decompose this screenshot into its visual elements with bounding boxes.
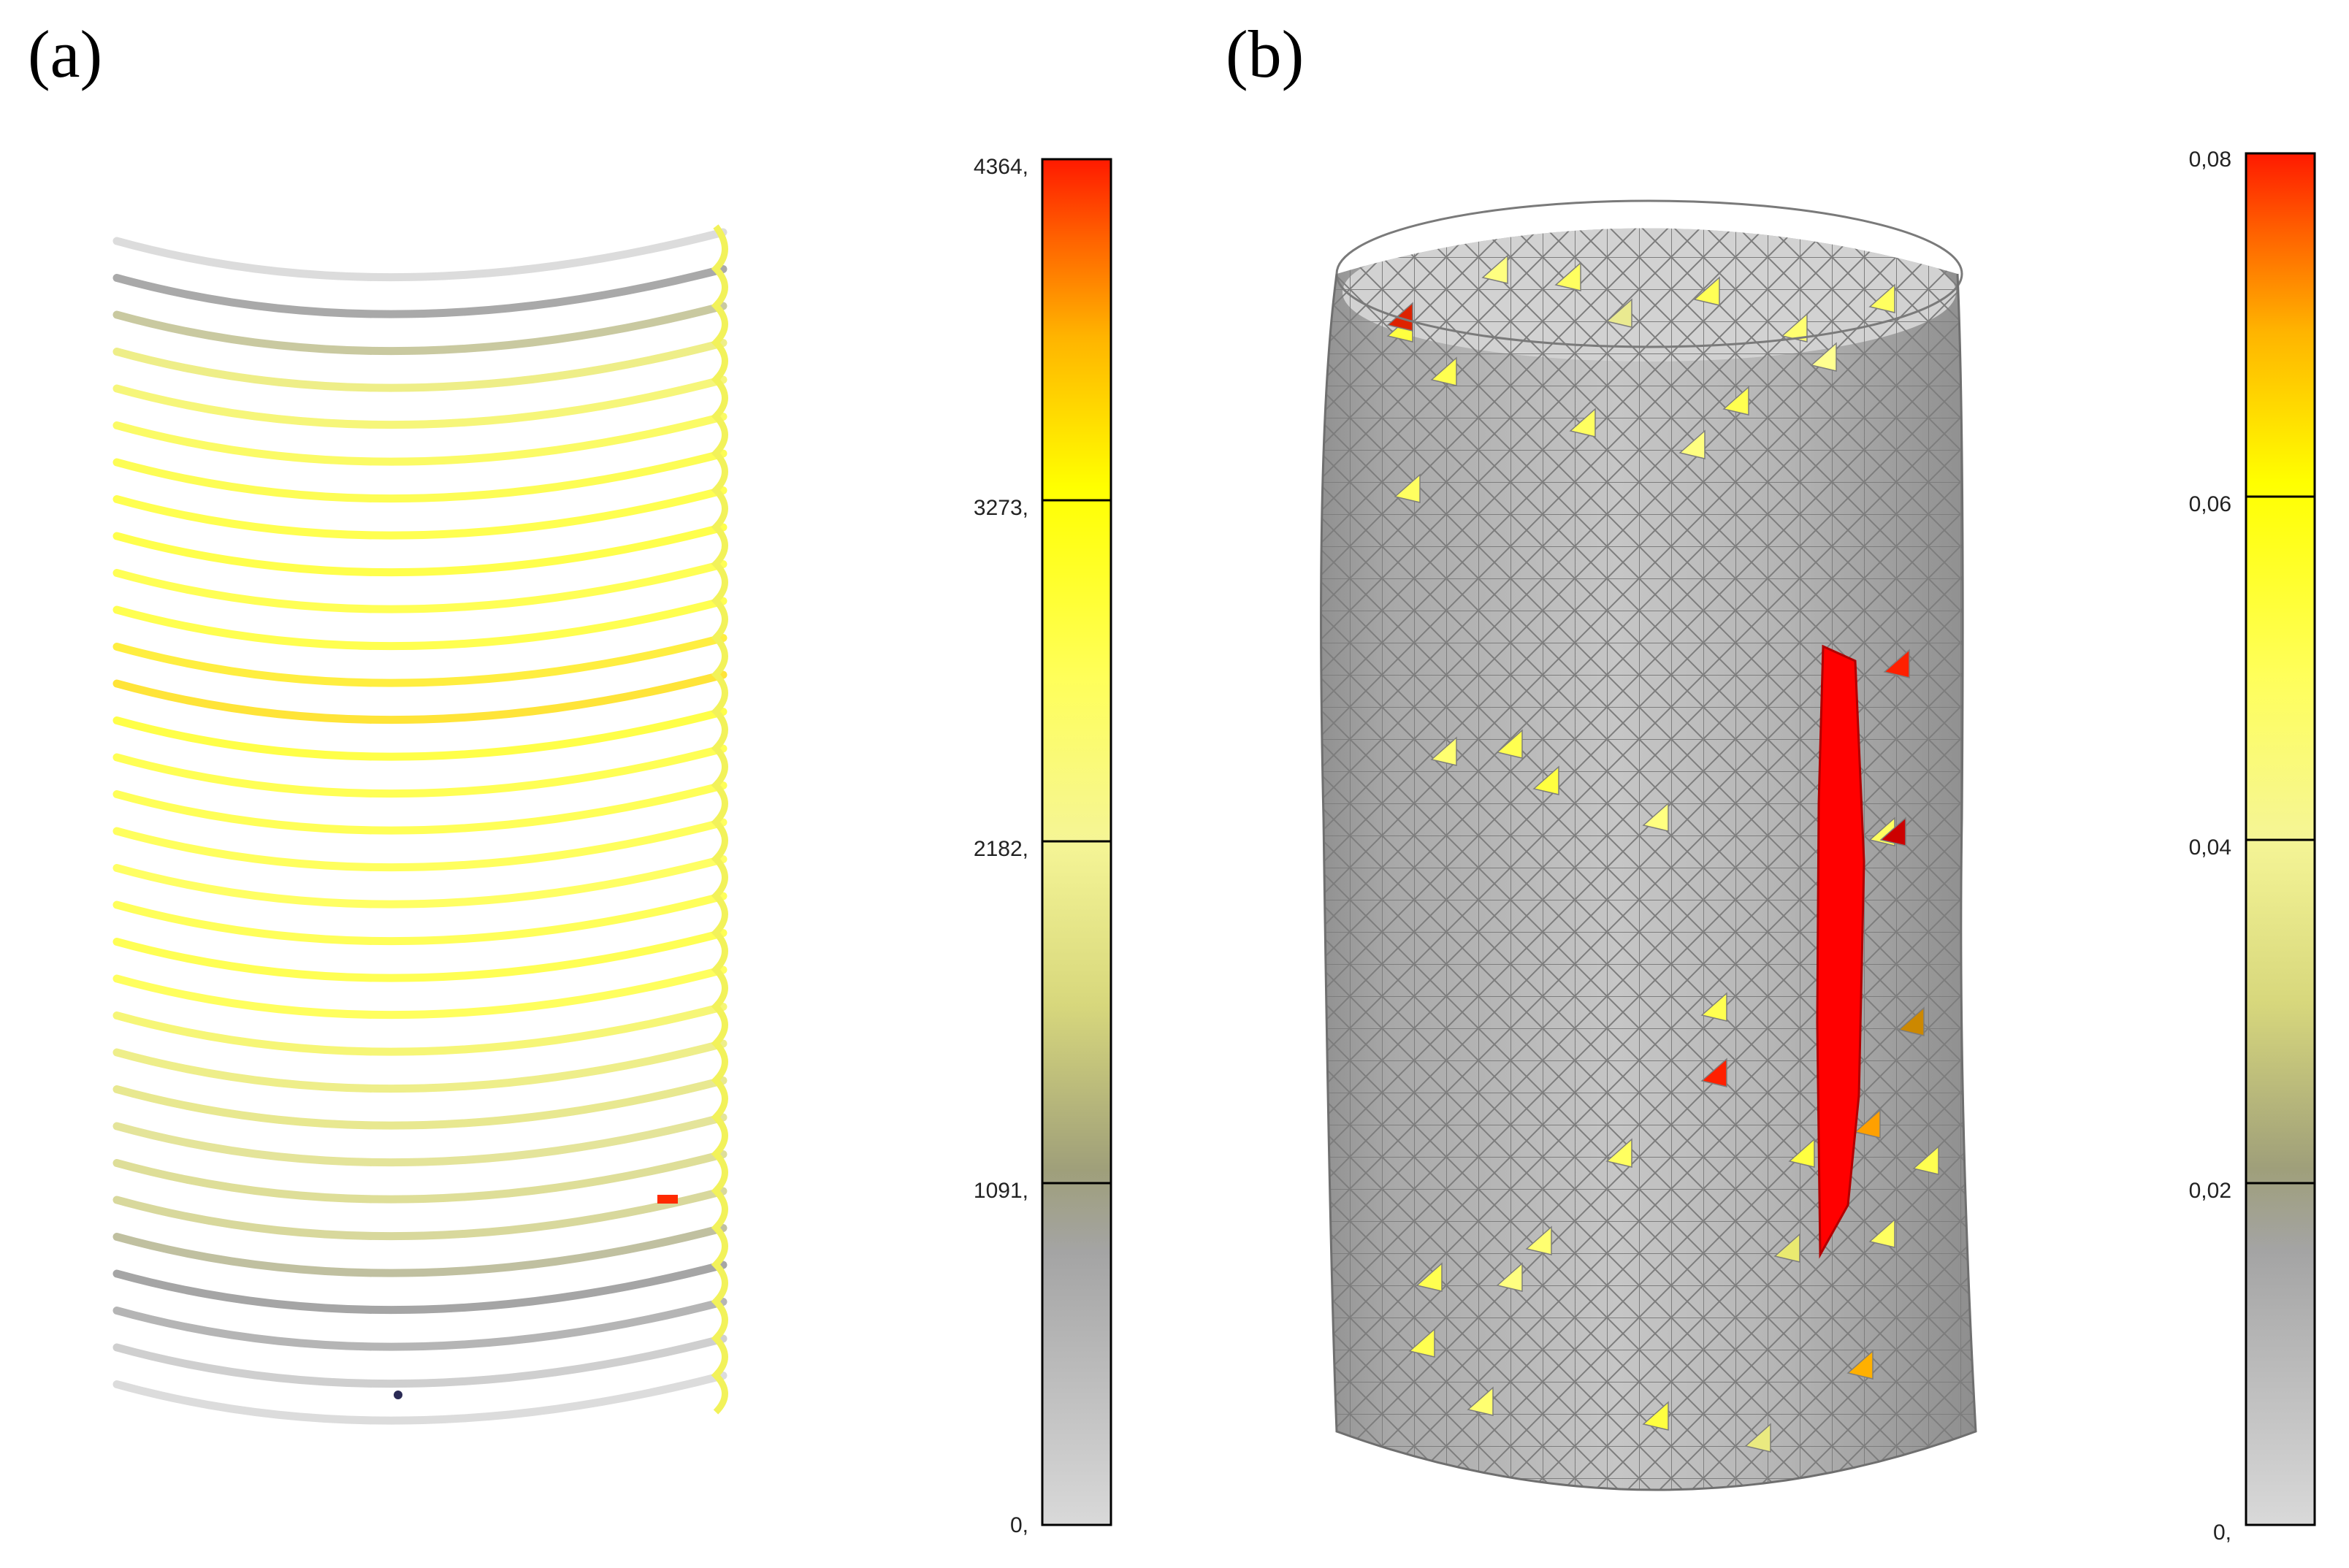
coil-ring [112, 1298, 727, 1351]
mesh-element-highlight [1430, 736, 1457, 766]
coil-ring [112, 413, 727, 466]
coil-ring [112, 265, 727, 318]
colorbar-b-tick-1: 0,02 [2189, 1179, 2231, 1203]
coil-helix-edge [711, 224, 728, 1415]
mesh-element-highlight [1722, 386, 1749, 416]
coil-ring [112, 708, 727, 761]
mesh-element-highlight [1846, 1350, 1874, 1380]
coil-ring [112, 302, 727, 356]
colorbar-b-tick-min: 0, [2213, 1521, 2231, 1545]
panel-b: (b) 0,08 0,06 0,04 0,02 0, [1226, 17, 2316, 1545]
mesh-element-highlight [1693, 276, 1720, 306]
coil-ring [112, 1261, 727, 1315]
colorbar-a-tick-1: 1091, [974, 1179, 1028, 1203]
coil-ring [112, 339, 727, 392]
colorbar-b-tick-2: 0,04 [2189, 835, 2231, 860]
mesh-element-highlight [1416, 1262, 1443, 1292]
mesh-element-highlight [1868, 1218, 1895, 1248]
mesh-element-highlight [1744, 1423, 1771, 1453]
coil-marker-dot [394, 1391, 402, 1399]
panel-a-label: (a) [28, 17, 102, 91]
coil-ring [112, 634, 727, 687]
coil-ring [112, 929, 727, 982]
coil-ring [112, 1113, 727, 1167]
coil-ring [112, 1076, 727, 1130]
colorbar-a-tick-min: 0, [1010, 1513, 1028, 1537]
coil-ring [112, 781, 727, 835]
coil-ring [112, 523, 727, 577]
mesh-element-highlight [1773, 1233, 1800, 1263]
mesh-element-highlight [1394, 473, 1421, 503]
mesh-element-highlight [1642, 1401, 1669, 1431]
coil-ring [112, 1003, 727, 1056]
mesh-element-highlight [1642, 802, 1669, 832]
coil-ring [112, 670, 727, 724]
coil-ring [112, 1224, 727, 1277]
coil-ring [112, 965, 727, 1020]
mesh-element-highlight [1898, 1006, 1925, 1036]
mesh-element-highlight [1569, 408, 1596, 437]
coil-ring [112, 1039, 727, 1093]
mesh-element-highlight [1700, 1058, 1727, 1087]
mesh-element-highlight [1532, 765, 1559, 795]
coil-ring [112, 597, 727, 651]
mesh-element-highlight [1879, 816, 1906, 846]
mesh-element-highlight [1854, 1109, 1881, 1139]
mesh-element-highlight [1467, 1386, 1494, 1416]
colorbar-a-tick-max: 4364, [974, 155, 1028, 179]
high-strain-band [1816, 644, 1865, 1259]
meshed-cylinder [1320, 199, 1977, 1491]
mesh-element-highlight [1496, 729, 1523, 759]
coil-ring [112, 486, 727, 540]
mesh-element-highlight [1810, 342, 1837, 372]
mesh-highlighted-elements [1386, 254, 1939, 1453]
mesh-element-highlight [1605, 298, 1632, 328]
colorbar-a-tick-2: 2182, [974, 837, 1028, 861]
mesh-element-highlight [1554, 261, 1581, 291]
coil-ring [112, 449, 727, 503]
mesh-element-highlight [1868, 283, 1895, 313]
colorbar-a: 4364, 3273, 2182, 1091, 0, [974, 155, 1112, 1537]
coil-ring [112, 1372, 727, 1425]
cylinder-outline [1320, 273, 1977, 1491]
mesh-element-highlight [1525, 1225, 1552, 1255]
colorbar-a-tick-3: 3273, [974, 496, 1028, 520]
panel-a: (a) 4364, 3273, 2182, 1091, 0, [28, 17, 1112, 1537]
mesh-element-highlight [1408, 1328, 1435, 1358]
coil-ring [112, 1150, 727, 1204]
coil-hot-spot [657, 1195, 678, 1204]
colorbar-b-tick-3: 0,06 [2189, 492, 2231, 516]
panel-b-label: (b) [1226, 17, 1304, 91]
coil-rings [112, 224, 728, 1425]
mesh-element-highlight [1481, 254, 1508, 284]
mesh-element-highlight [1430, 356, 1457, 386]
mesh-element-highlight [1678, 429, 1706, 459]
mesh-element-highlight [1912, 1145, 1939, 1175]
mesh-element-highlight [1496, 1262, 1523, 1292]
colorbar-b: 0,08 0,06 0,04 0,02 0, [2189, 148, 2316, 1545]
coil-ring [112, 818, 727, 872]
coil-ring [112, 228, 727, 282]
coil-ring [112, 1187, 727, 1241]
coil-ring [112, 560, 727, 613]
coil-ring [112, 855, 727, 909]
mesh-element-highlight [1700, 992, 1727, 1022]
mesh-element-highlight [1788, 1138, 1815, 1168]
coil-ring [112, 744, 727, 798]
coil-ring [112, 892, 727, 946]
coil-ring [112, 375, 727, 429]
mesh-element-highlight [1883, 649, 1910, 678]
mesh-element-highlight [1605, 1138, 1632, 1168]
colorbar-b-tick-max: 0,08 [2189, 148, 2231, 172]
coil-ring [112, 1334, 727, 1388]
